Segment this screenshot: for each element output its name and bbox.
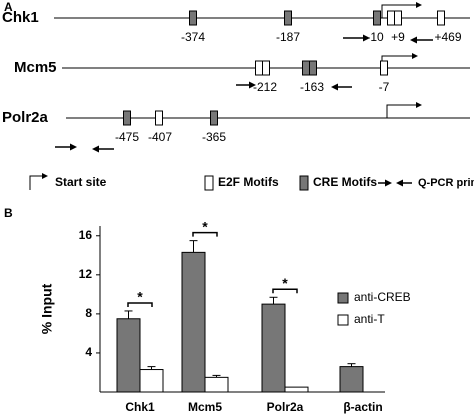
legend-text: Q-PCR primers [418,177,474,189]
arrow-head [416,2,422,8]
site-label: -10 [366,30,384,44]
arrow-head [331,83,338,91]
legend-label: anti-T [354,312,385,326]
legend-swatch [337,292,349,304]
motif-box [373,10,381,26]
motif-box [302,60,310,76]
arrow-head [249,81,256,89]
legend-box [204,175,214,191]
site-label: -187 [276,30,300,44]
site-label: -374 [181,30,205,44]
site-label: -7 [379,80,390,94]
significance-label: * [282,275,288,291]
arrow-head [70,143,77,151]
bar [116,318,141,393]
significance-label: * [137,289,143,305]
arrow-head [412,53,418,59]
significance-bracket [192,231,218,237]
arrow-head [42,173,48,179]
legend-swatch [337,314,349,326]
motif-box [123,110,131,126]
gene-name: Chk1 [2,9,39,26]
significance-bracket [272,288,298,294]
site-label: +469 [434,30,461,44]
y-tick-label: 12 [79,267,93,281]
y-tick-label: 16 [79,228,93,242]
gene-name: Polr2a [2,109,49,126]
y-axis-label: % Input [39,283,55,334]
legend-label: anti-CREB [354,290,411,304]
x-tick-label: Chk1 [125,400,155,414]
site-label: -365 [202,130,226,144]
motif-box [284,10,292,26]
site-label: -163 [300,80,324,94]
site-label: -212 [253,80,277,94]
motif-box [437,10,445,26]
gene-name: Mcm5 [14,59,57,76]
motif-box [394,10,402,26]
significance-bracket [127,302,153,307]
site-label: +9 [391,30,405,44]
legend-text: Start site [55,175,107,189]
y-tick-label: 4 [85,345,92,359]
x-tick-label: Polr2a [267,400,304,414]
start-site [381,4,417,18]
panel-label: A [4,0,13,14]
x-tick-label: β-actin [343,400,382,414]
motif-box [387,10,395,26]
bar [204,376,229,393]
bar [339,366,364,393]
motif-box [309,60,317,76]
bar [261,303,286,393]
arrow-head [385,179,392,187]
site-label: -475 [115,130,139,144]
arrow-head [396,179,403,187]
motif-box [155,110,163,126]
site-label: -407 [148,130,172,144]
y-tick-label: 8 [85,306,92,320]
legend-box [299,175,309,191]
x-tick-label: Mcm5 [188,400,222,414]
arrow-head [416,102,422,108]
arrow-head [410,36,417,44]
start-site [29,175,43,190]
motif-box [255,60,263,76]
motif-box [380,60,388,76]
motif-box [189,10,197,26]
significance-label: * [202,218,208,234]
arrow-head [363,34,370,42]
motif-box [262,60,270,76]
bar [139,369,164,393]
bar [284,386,309,393]
bar [181,251,206,393]
motif-box [210,110,218,126]
legend-text: E2F Motifs [218,175,279,189]
start-site [386,104,417,118]
legend-text: CRE Motifs [313,175,377,189]
panel-label: B [4,206,13,220]
arrow-head [92,145,99,153]
